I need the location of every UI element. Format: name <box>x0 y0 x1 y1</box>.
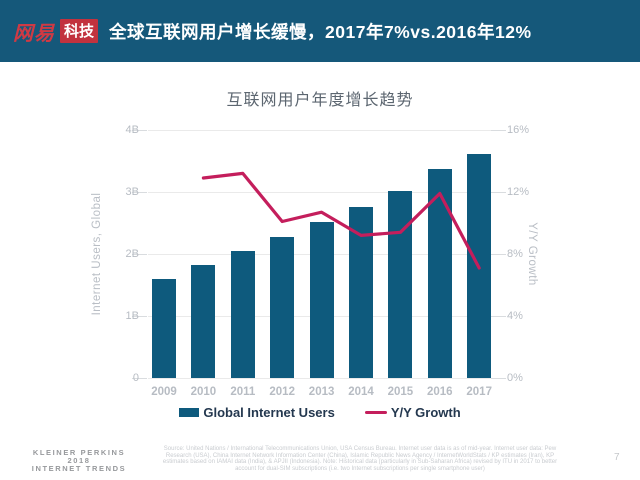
growth-line <box>201 171 481 270</box>
axis-tick <box>491 130 506 131</box>
gridline <box>148 192 497 193</box>
x-axis-label: 2013 <box>308 386 335 398</box>
netease-tech-badge: 科技 <box>60 19 99 43</box>
chart-title: 互联网用户年度增长趋势 <box>226 92 414 109</box>
header-bar: 网易 科技 全球互联网用户增长缓慢，2017年7%vs.2016年12% <box>0 0 640 62</box>
left-axis-tick-label: 0 <box>132 372 139 384</box>
plot-area: 4B 16% 3B 12% 2B 8% 1B 4% 0 0% 2009 2010 2011 2012 201… <box>126 124 530 398</box>
x-axis-label: 2011 <box>230 386 256 398</box>
axis-tick <box>132 378 147 379</box>
gridline <box>148 378 497 379</box>
right-axis-title: Y/Y Growth <box>526 222 538 286</box>
legend-label: Global Internet Users <box>203 405 335 420</box>
bar-2009 <box>152 278 176 378</box>
bar-2012 <box>270 236 295 378</box>
bar-2016 <box>427 169 452 378</box>
x-axis-label: 2014 <box>348 386 374 398</box>
line-swatch-icon <box>364 410 387 415</box>
left-axis-tick-label: 4B <box>125 124 139 136</box>
growth-line-chart <box>201 171 481 270</box>
legend: Global Internet Users Y/Y Growth <box>0 405 640 420</box>
brand-line: 2018 <box>67 456 91 465</box>
source-note: Source: United Nations / International T… <box>162 446 558 472</box>
bar-2015 <box>388 190 413 378</box>
left-axis-tick-label: 2B <box>125 248 139 260</box>
left-axis-tick-label: 3B <box>125 186 139 198</box>
gridline <box>148 130 497 131</box>
axis-tick <box>491 378 506 379</box>
axis-tick <box>132 192 147 193</box>
bar-swatch-icon <box>179 408 200 417</box>
page-number: 7 <box>614 452 620 463</box>
left-axis-tick-label: 1B <box>125 310 139 322</box>
right-axis-tick-label: 4% <box>507 310 523 322</box>
netease-logo: 网易 <box>13 22 55 45</box>
right-axis-tick-label: 16% <box>507 124 530 136</box>
axis-tick <box>132 316 147 317</box>
axis-tick <box>491 254 506 255</box>
right-axis-tick-label: 8% <box>507 248 523 260</box>
legend-item: Global Internet Users <box>179 405 335 420</box>
axis-tick <box>132 130 147 131</box>
axis-tick <box>491 316 506 317</box>
legend-label: Y/Y Growth <box>390 405 461 420</box>
right-axis-tick-label: 12% <box>507 186 530 198</box>
bar-2013 <box>309 222 334 378</box>
brand-line: INTERNET TRENDS <box>31 464 127 473</box>
x-axis-label: 2010 <box>190 386 217 398</box>
x-axis-label: 2016 <box>427 386 453 398</box>
x-axis-label: 2015 <box>387 386 414 398</box>
headline: 全球互联网用户增长缓慢，2017年7%vs.2016年12% <box>109 21 532 42</box>
bar-2011 <box>230 250 255 378</box>
bar-2010 <box>191 264 216 378</box>
axis-tick <box>132 254 147 255</box>
left-axis-title: Internet Users, Global <box>91 192 103 316</box>
right-axis-tick-label: 0% <box>507 372 523 384</box>
brand-block: KLEINER PERKINS 2018 INTERNET TRENDS <box>16 449 142 473</box>
x-axis-label: 2009 <box>151 386 177 398</box>
brand-line: KLEINER PERKINS <box>32 448 126 457</box>
x-axis-label: 2012 <box>269 386 295 398</box>
legend-item: Y/Y Growth <box>364 405 461 420</box>
axis-tick <box>491 192 506 193</box>
x-axis-label: 2017 <box>466 386 492 398</box>
